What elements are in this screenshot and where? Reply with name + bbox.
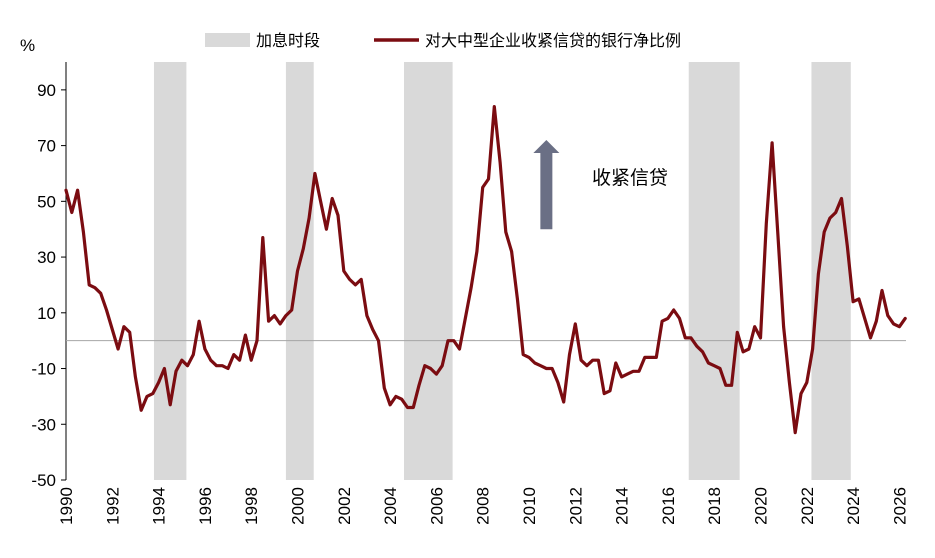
x-tick-label: 2018 (705, 487, 724, 525)
shaded-period-3 (403, 62, 453, 480)
y-tick-label: 90 (37, 81, 56, 100)
x-tick-label: 2002 (335, 487, 354, 525)
y-tick-labels: 90 70 50 30 10 -10 -30 -50 (31, 81, 66, 490)
y-tick-label: 30 (37, 248, 56, 267)
shaded-period-2 (285, 62, 314, 480)
x-tick-label: 1994 (150, 487, 169, 525)
x-tick-label: 2004 (381, 487, 400, 525)
x-tick-label: 2012 (566, 487, 585, 525)
up-arrow-icon (533, 140, 560, 230)
legend-shaded-label: 加息时段 (256, 31, 320, 50)
y-tick-label: -50 (31, 471, 56, 490)
legend-shaded-swatch (205, 33, 250, 47)
y-tick-label: -10 (31, 360, 56, 379)
y-axis-unit: % (20, 36, 35, 55)
legend: 加息时段 对大中型企业收紧信贷的银行净比例 (205, 31, 681, 50)
x-tick-label: 2008 (474, 487, 493, 525)
axes: % (20, 36, 906, 480)
x-tick-label: 2020 (752, 487, 771, 525)
series-layer (64, 105, 907, 435)
annotation: 收紧信贷 (533, 140, 668, 230)
shaded-periods (153, 62, 851, 480)
y-tick-label: 10 (37, 304, 56, 323)
x-tick-label: 2014 (613, 487, 632, 525)
x-tick-label: 1992 (103, 487, 122, 525)
x-tick-label: 1998 (242, 487, 261, 525)
x-tick-label: 1996 (196, 487, 215, 525)
y-tick-label: -30 (31, 415, 56, 434)
x-tick-label: 2016 (659, 487, 678, 525)
y-tick-label: 70 (37, 137, 56, 156)
x-tick-label: 2022 (798, 487, 817, 525)
x-tick-labels: 1990 1992 1994 1996 1998 2000 2002 2004 2006 2008… (57, 487, 909, 525)
x-tick-label: 2026 (890, 487, 909, 525)
legend-series-label: 对大中型企业收紧信贷的银行净比例 (425, 31, 681, 50)
shaded-period-1 (153, 62, 187, 480)
x-tick-label: 2024 (844, 487, 863, 525)
shaded-period-4 (688, 62, 740, 480)
x-tick-label: 1990 (57, 487, 76, 525)
series-line-1 (64, 105, 907, 435)
x-tick-label: 2010 (520, 487, 539, 525)
y-tick-label: 50 (37, 192, 56, 211)
annotation-text: 收紧信贷 (592, 167, 668, 189)
x-tick-label: 2006 (427, 487, 446, 525)
x-tick-label: 2000 (289, 487, 308, 525)
